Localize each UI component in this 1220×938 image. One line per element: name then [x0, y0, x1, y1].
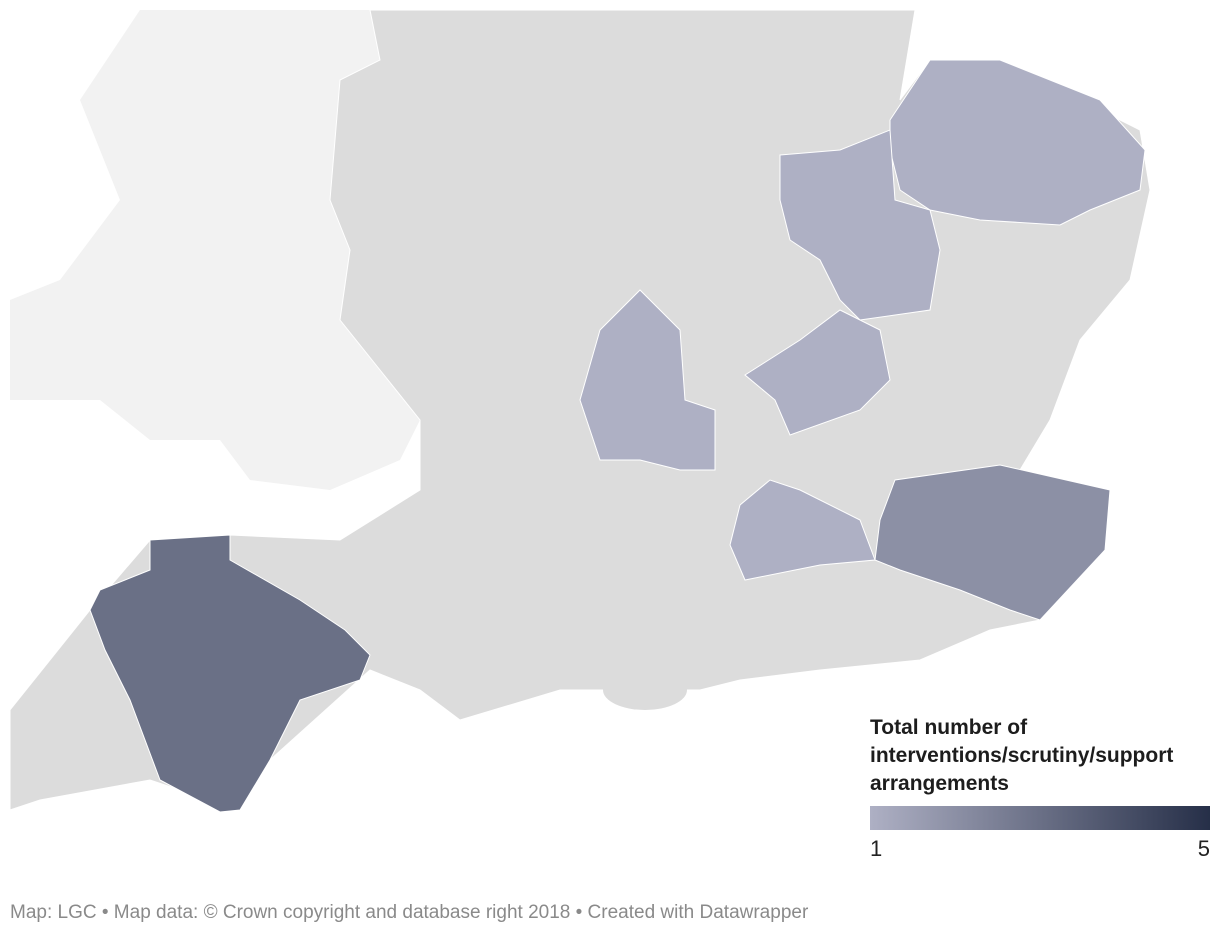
- legend-bar: [870, 806, 1210, 830]
- region: [579, 289, 716, 471]
- regions: [89, 59, 1146, 813]
- region: [874, 464, 1111, 621]
- wales: [10, 10, 420, 490]
- region: [744, 309, 891, 436]
- legend-min: 1: [870, 836, 882, 861]
- region: [779, 129, 941, 321]
- legend-max: 5: [1198, 836, 1210, 861]
- footer: Map: LGC • Map data: © Crown copyright a…: [10, 902, 809, 923]
- region: [89, 534, 371, 813]
- island: [603, 670, 687, 710]
- legend-title: Total number of interventions/scrutiny/s…: [870, 716, 1174, 795]
- region: [889, 59, 1146, 226]
